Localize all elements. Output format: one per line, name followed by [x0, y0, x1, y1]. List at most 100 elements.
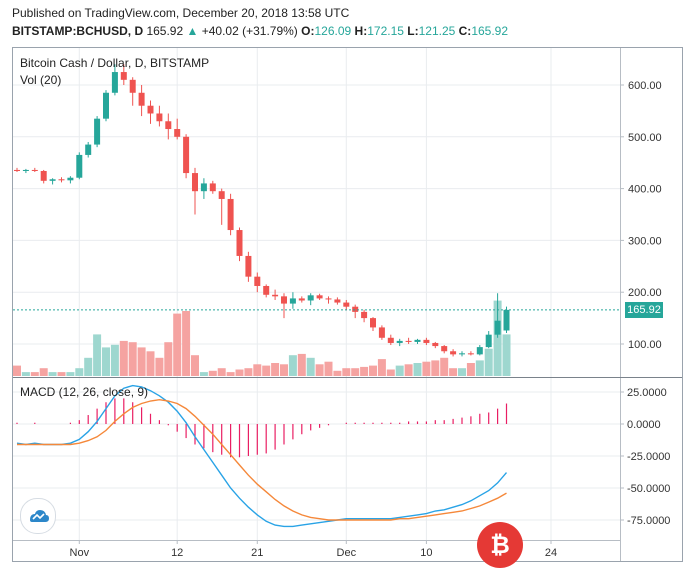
candle-body: [485, 334, 492, 348]
candle-body: [316, 295, 323, 299]
volume-bar: [66, 372, 75, 376]
volume-bar: [315, 364, 324, 376]
volume-bar: [182, 311, 191, 376]
candle-body: [174, 129, 181, 137]
candle-body: [129, 79, 136, 93]
candle-body: [281, 296, 287, 304]
volume-bar: [164, 342, 173, 376]
macd-tick-label: 0.0000: [627, 419, 661, 431]
candle-body: [67, 177, 74, 181]
price-tick-label: 100.00: [628, 339, 662, 351]
volume-bar: [102, 347, 110, 376]
candle-body: [325, 298, 332, 300]
volume-bar: [431, 360, 440, 376]
volume-bar: [262, 365, 271, 376]
time-tick-label: 21: [251, 547, 263, 559]
volume-bars: [13, 300, 511, 376]
price-tick-label: 200.00: [628, 287, 662, 299]
candle-body: [192, 173, 198, 192]
volume-bar: [199, 372, 208, 376]
volume-bar: [297, 353, 306, 376]
tradingview-logo-icon[interactable]: [20, 498, 56, 534]
volume-bar: [502, 334, 511, 376]
price-panel-title: Bitcoin Cash / Dollar, D, BITSTAMP: [20, 56, 210, 70]
volume-bar: [386, 369, 395, 376]
candle-body: [58, 179, 65, 181]
candle-body: [165, 121, 172, 130]
time-axis: Nov 12 21 Dec 10 24: [70, 540, 557, 559]
candle-body: [289, 298, 296, 304]
candle-body: [227, 198, 234, 231]
price-axis: 100.00 200.00 300.00 400.00 500.00 600.00: [620, 80, 662, 351]
candle-body: [459, 353, 465, 355]
volume-bar: [377, 359, 386, 376]
macd-histogram: [16, 398, 508, 458]
time-tick-label: Dec: [337, 547, 357, 559]
time-tick-label: Nov: [70, 547, 90, 559]
volume-bar: [271, 363, 280, 376]
candle-body: [441, 346, 448, 352]
candle-body: [307, 295, 314, 301]
candle-body: [254, 276, 261, 286]
candle-body: [14, 169, 20, 171]
candle-body: [111, 72, 118, 93]
volume-bar: [208, 370, 217, 376]
volume-bar: [324, 361, 333, 376]
change-value: +40.02 (+31.79%): [201, 24, 298, 38]
volume-bar: [422, 361, 431, 376]
volume-bar: [146, 351, 155, 376]
volume-bar: [30, 372, 39, 376]
volume-bar: [119, 340, 128, 376]
signal-line: [17, 398, 507, 521]
candle-body: [183, 136, 190, 174]
candle-body: [200, 183, 207, 192]
volume-bar: [413, 363, 422, 376]
macd-tick-label: -75.0000: [627, 515, 670, 527]
low-value: 121.25: [418, 24, 456, 38]
volume-bar: [280, 364, 288, 376]
candle-body: [298, 298, 305, 301]
volume-bar: [475, 360, 484, 376]
open-label: O:: [301, 24, 315, 38]
volume-label: Vol (20): [20, 73, 62, 87]
volume-bar: [253, 364, 262, 376]
candle-body: [22, 169, 29, 171]
volume-bar: [226, 372, 235, 376]
candlesticks: [14, 64, 510, 357]
ohlc-line: BITSTAMP:BCHUSD, D 165.92 ▲ +40.02 (+31.…: [12, 22, 508, 40]
candle-body: [31, 169, 38, 171]
volume-bar: [404, 364, 413, 376]
candle-body: [450, 351, 457, 355]
volume-bar: [48, 372, 57, 376]
candle-body: [423, 339, 430, 343]
volume-bar: [217, 368, 226, 376]
volume-bar: [306, 357, 315, 376]
macd-line: [16, 384, 508, 528]
macd-axis: 25.0000 0.0000 -25.0000 -50.0000 -75.0000: [620, 387, 670, 527]
volume-bar: [235, 369, 244, 376]
price-tick-label: 600.00: [628, 80, 662, 92]
candle-body: [218, 191, 225, 199]
candle-body: [245, 255, 252, 277]
macd-panel-title: MACD (12, 26, close, 9): [20, 385, 149, 399]
volume-bar: [244, 368, 253, 376]
time-tick-label: 10: [420, 547, 432, 559]
last-price: 165.92: [146, 24, 184, 38]
candle-body: [49, 179, 56, 181]
symbol: BITSTAMP:BCHUSD, D: [12, 24, 144, 38]
candle-body: [138, 92, 145, 106]
change-arrow-icon: ▲: [186, 24, 199, 38]
volume-bar: [128, 342, 137, 376]
candle-body: [467, 353, 474, 355]
volume-bar: [13, 365, 21, 376]
price-tick-label: 300.00: [628, 235, 662, 247]
volume-bar: [173, 313, 182, 376]
macd-tick-label: -50.0000: [627, 483, 670, 495]
volume-bar: [440, 357, 449, 376]
volume-bar: [493, 300, 502, 376]
macd-grid: [13, 378, 620, 540]
candle-body: [352, 306, 359, 312]
high-label: H:: [354, 24, 368, 38]
volume-bar: [93, 334, 102, 376]
